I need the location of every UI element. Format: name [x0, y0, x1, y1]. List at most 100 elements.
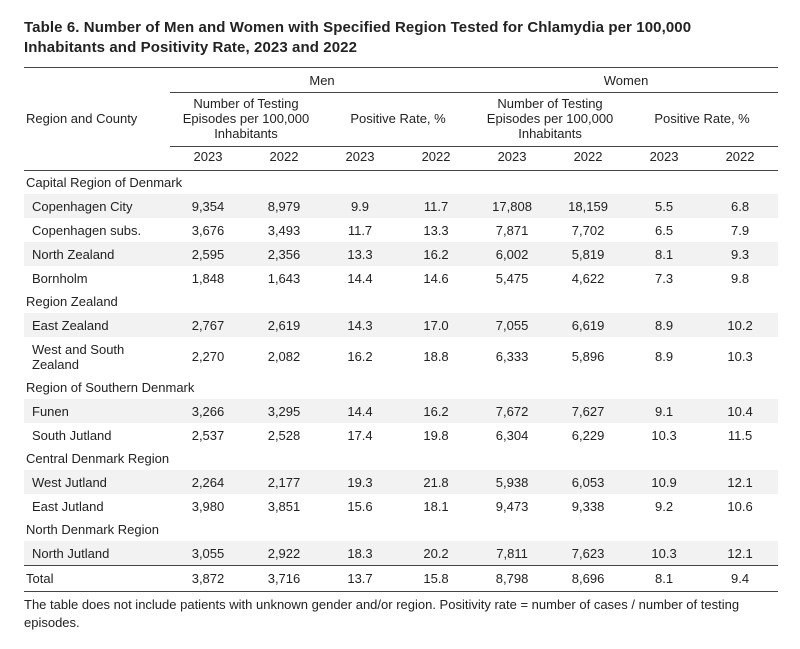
cell-value: 11.7: [398, 194, 474, 218]
cell-value: 7,811: [474, 541, 550, 566]
county-name: West and South Zealand: [24, 337, 170, 376]
cell-value: 2,177: [246, 470, 322, 494]
header-men-positive: Positive Rate, %: [322, 93, 474, 147]
cell-value: 9.1: [626, 399, 702, 423]
cell-value: 6,333: [474, 337, 550, 376]
cell-value: 18,159: [550, 194, 626, 218]
cell-value: 7,672: [474, 399, 550, 423]
cell-value: 2,922: [246, 541, 322, 566]
cell-value: 19.8: [398, 423, 474, 447]
total-value: 8,696: [550, 566, 626, 592]
cell-value: 3,676: [170, 218, 246, 242]
cell-value: 18.8: [398, 337, 474, 376]
cell-value: 9.2: [626, 494, 702, 518]
cell-value: 5.5: [626, 194, 702, 218]
county-name: Copenhagen City: [24, 194, 170, 218]
cell-value: 8.9: [626, 313, 702, 337]
county-name: South Jutland: [24, 423, 170, 447]
county-name: Funen: [24, 399, 170, 423]
header-year: 2022: [398, 147, 474, 171]
cell-value: 2,264: [170, 470, 246, 494]
cell-value: 10.3: [702, 337, 778, 376]
cell-value: 20.2: [398, 541, 474, 566]
table-title: Table 6. Number of Men and Women with Sp…: [24, 18, 776, 59]
cell-value: 14.4: [322, 399, 398, 423]
header-year: 2022: [702, 147, 778, 171]
county-name: Copenhagen subs.: [24, 218, 170, 242]
region-name: Region Zealand: [24, 290, 778, 313]
cell-value: 9,354: [170, 194, 246, 218]
header-region-county: Region and County: [24, 93, 170, 147]
cell-value: 7.3: [626, 266, 702, 290]
cell-value: 2,619: [246, 313, 322, 337]
header-year: 2023: [626, 147, 702, 171]
header-group-women: Women: [474, 67, 778, 93]
cell-value: 7,623: [550, 541, 626, 566]
cell-value: 12.1: [702, 541, 778, 566]
cell-value: 15.6: [322, 494, 398, 518]
cell-value: 7,702: [550, 218, 626, 242]
header-women-positive: Positive Rate, %: [626, 93, 778, 147]
cell-value: 16.2: [398, 399, 474, 423]
cell-value: 5,475: [474, 266, 550, 290]
cell-value: 19.3: [322, 470, 398, 494]
cell-value: 7.9: [702, 218, 778, 242]
cell-value: 9,338: [550, 494, 626, 518]
cell-value: 10.3: [626, 423, 702, 447]
region-name: Central Denmark Region: [24, 447, 778, 470]
header-year: 2023: [474, 147, 550, 171]
total-value: 15.8: [398, 566, 474, 592]
header-group-men: Men: [170, 67, 474, 93]
cell-value: 7,055: [474, 313, 550, 337]
region-name: North Denmark Region: [24, 518, 778, 541]
data-table: Men Women Region and County Number of Te…: [24, 67, 778, 593]
cell-value: 16.2: [398, 242, 474, 266]
cell-value: 6,304: [474, 423, 550, 447]
cell-value: 3,295: [246, 399, 322, 423]
total-value: 13.7: [322, 566, 398, 592]
header-year: 2022: [550, 147, 626, 171]
county-name: North Zealand: [24, 242, 170, 266]
cell-value: 8,979: [246, 194, 322, 218]
cell-value: 2,270: [170, 337, 246, 376]
region-name: Region of Southern Denmark: [24, 376, 778, 399]
cell-value: 6.8: [702, 194, 778, 218]
header-blank-top: [24, 67, 170, 93]
cell-value: 10.3: [626, 541, 702, 566]
county-name: East Zealand: [24, 313, 170, 337]
cell-value: 10.6: [702, 494, 778, 518]
header-year: 2023: [170, 147, 246, 171]
cell-value: 16.2: [322, 337, 398, 376]
cell-value: 14.3: [322, 313, 398, 337]
cell-value: 2,528: [246, 423, 322, 447]
table-footnote: The table does not include patients with…: [24, 596, 776, 631]
cell-value: 8.1: [626, 242, 702, 266]
cell-value: 6.5: [626, 218, 702, 242]
cell-value: 9.9: [322, 194, 398, 218]
cell-value: 6,002: [474, 242, 550, 266]
header-blank-years: [24, 147, 170, 171]
cell-value: 1,848: [170, 266, 246, 290]
cell-value: 6,053: [550, 470, 626, 494]
cell-value: 9,473: [474, 494, 550, 518]
cell-value: 3,980: [170, 494, 246, 518]
cell-value: 17,808: [474, 194, 550, 218]
cell-value: 6,619: [550, 313, 626, 337]
cell-value: 17.0: [398, 313, 474, 337]
cell-value: 3,851: [246, 494, 322, 518]
cell-value: 10.9: [626, 470, 702, 494]
total-value: 3,716: [246, 566, 322, 592]
county-name: East Jutland: [24, 494, 170, 518]
total-value: 3,872: [170, 566, 246, 592]
total-value: 8.1: [626, 566, 702, 592]
header-year: 2023: [322, 147, 398, 171]
cell-value: 4,622: [550, 266, 626, 290]
cell-value: 7,627: [550, 399, 626, 423]
cell-value: 13.3: [398, 218, 474, 242]
cell-value: 5,819: [550, 242, 626, 266]
cell-value: 12.1: [702, 470, 778, 494]
header-men-testing: Number of Testing Episodes per 100,000 I…: [170, 93, 322, 147]
cell-value: 3,266: [170, 399, 246, 423]
cell-value: 1,643: [246, 266, 322, 290]
cell-value: 9.3: [702, 242, 778, 266]
